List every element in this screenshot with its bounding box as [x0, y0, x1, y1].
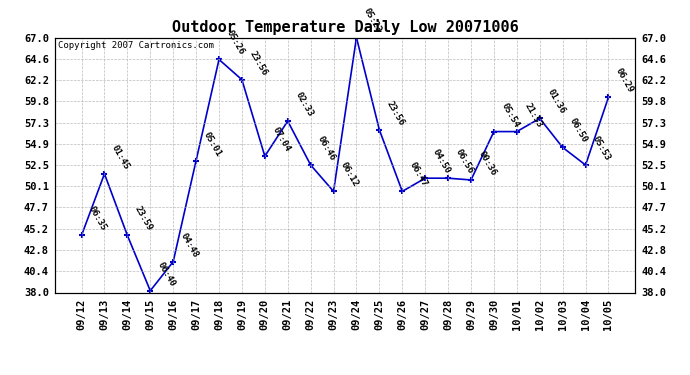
Text: 04:48: 04:48 — [179, 231, 200, 259]
Text: 06:50: 06:50 — [568, 117, 589, 145]
Text: 05:26: 05:26 — [224, 29, 246, 57]
Text: 01:45: 01:45 — [110, 143, 131, 171]
Text: 05:53: 05:53 — [591, 135, 612, 162]
Text: 06:40: 06:40 — [156, 260, 177, 288]
Text: 06:56: 06:56 — [453, 148, 475, 176]
Text: 00:36: 00:36 — [477, 149, 497, 177]
Text: 06:35: 06:35 — [87, 205, 108, 232]
Text: 01:36: 01:36 — [545, 88, 566, 116]
Text: 23:56: 23:56 — [248, 49, 268, 77]
Text: 05:23: 05:23 — [362, 7, 383, 35]
Text: 06:46: 06:46 — [316, 135, 337, 162]
Text: 05:01: 05:01 — [201, 130, 223, 158]
Text: 06:29: 06:29 — [614, 67, 635, 94]
Text: 23:59: 23:59 — [133, 205, 154, 232]
Text: 21:53: 21:53 — [522, 101, 544, 129]
Text: 23:56: 23:56 — [385, 99, 406, 127]
Text: 07:04: 07:04 — [270, 126, 292, 153]
Text: 06:12: 06:12 — [339, 161, 360, 189]
Text: 02:33: 02:33 — [293, 90, 315, 118]
Text: 05:54: 05:54 — [500, 101, 521, 129]
Title: Outdoor Temperature Daily Low 20071006: Outdoor Temperature Daily Low 20071006 — [172, 19, 518, 35]
Text: 06:47: 06:47 — [408, 161, 429, 189]
Text: 04:50: 04:50 — [431, 148, 452, 176]
Text: Copyright 2007 Cartronics.com: Copyright 2007 Cartronics.com — [58, 41, 214, 50]
